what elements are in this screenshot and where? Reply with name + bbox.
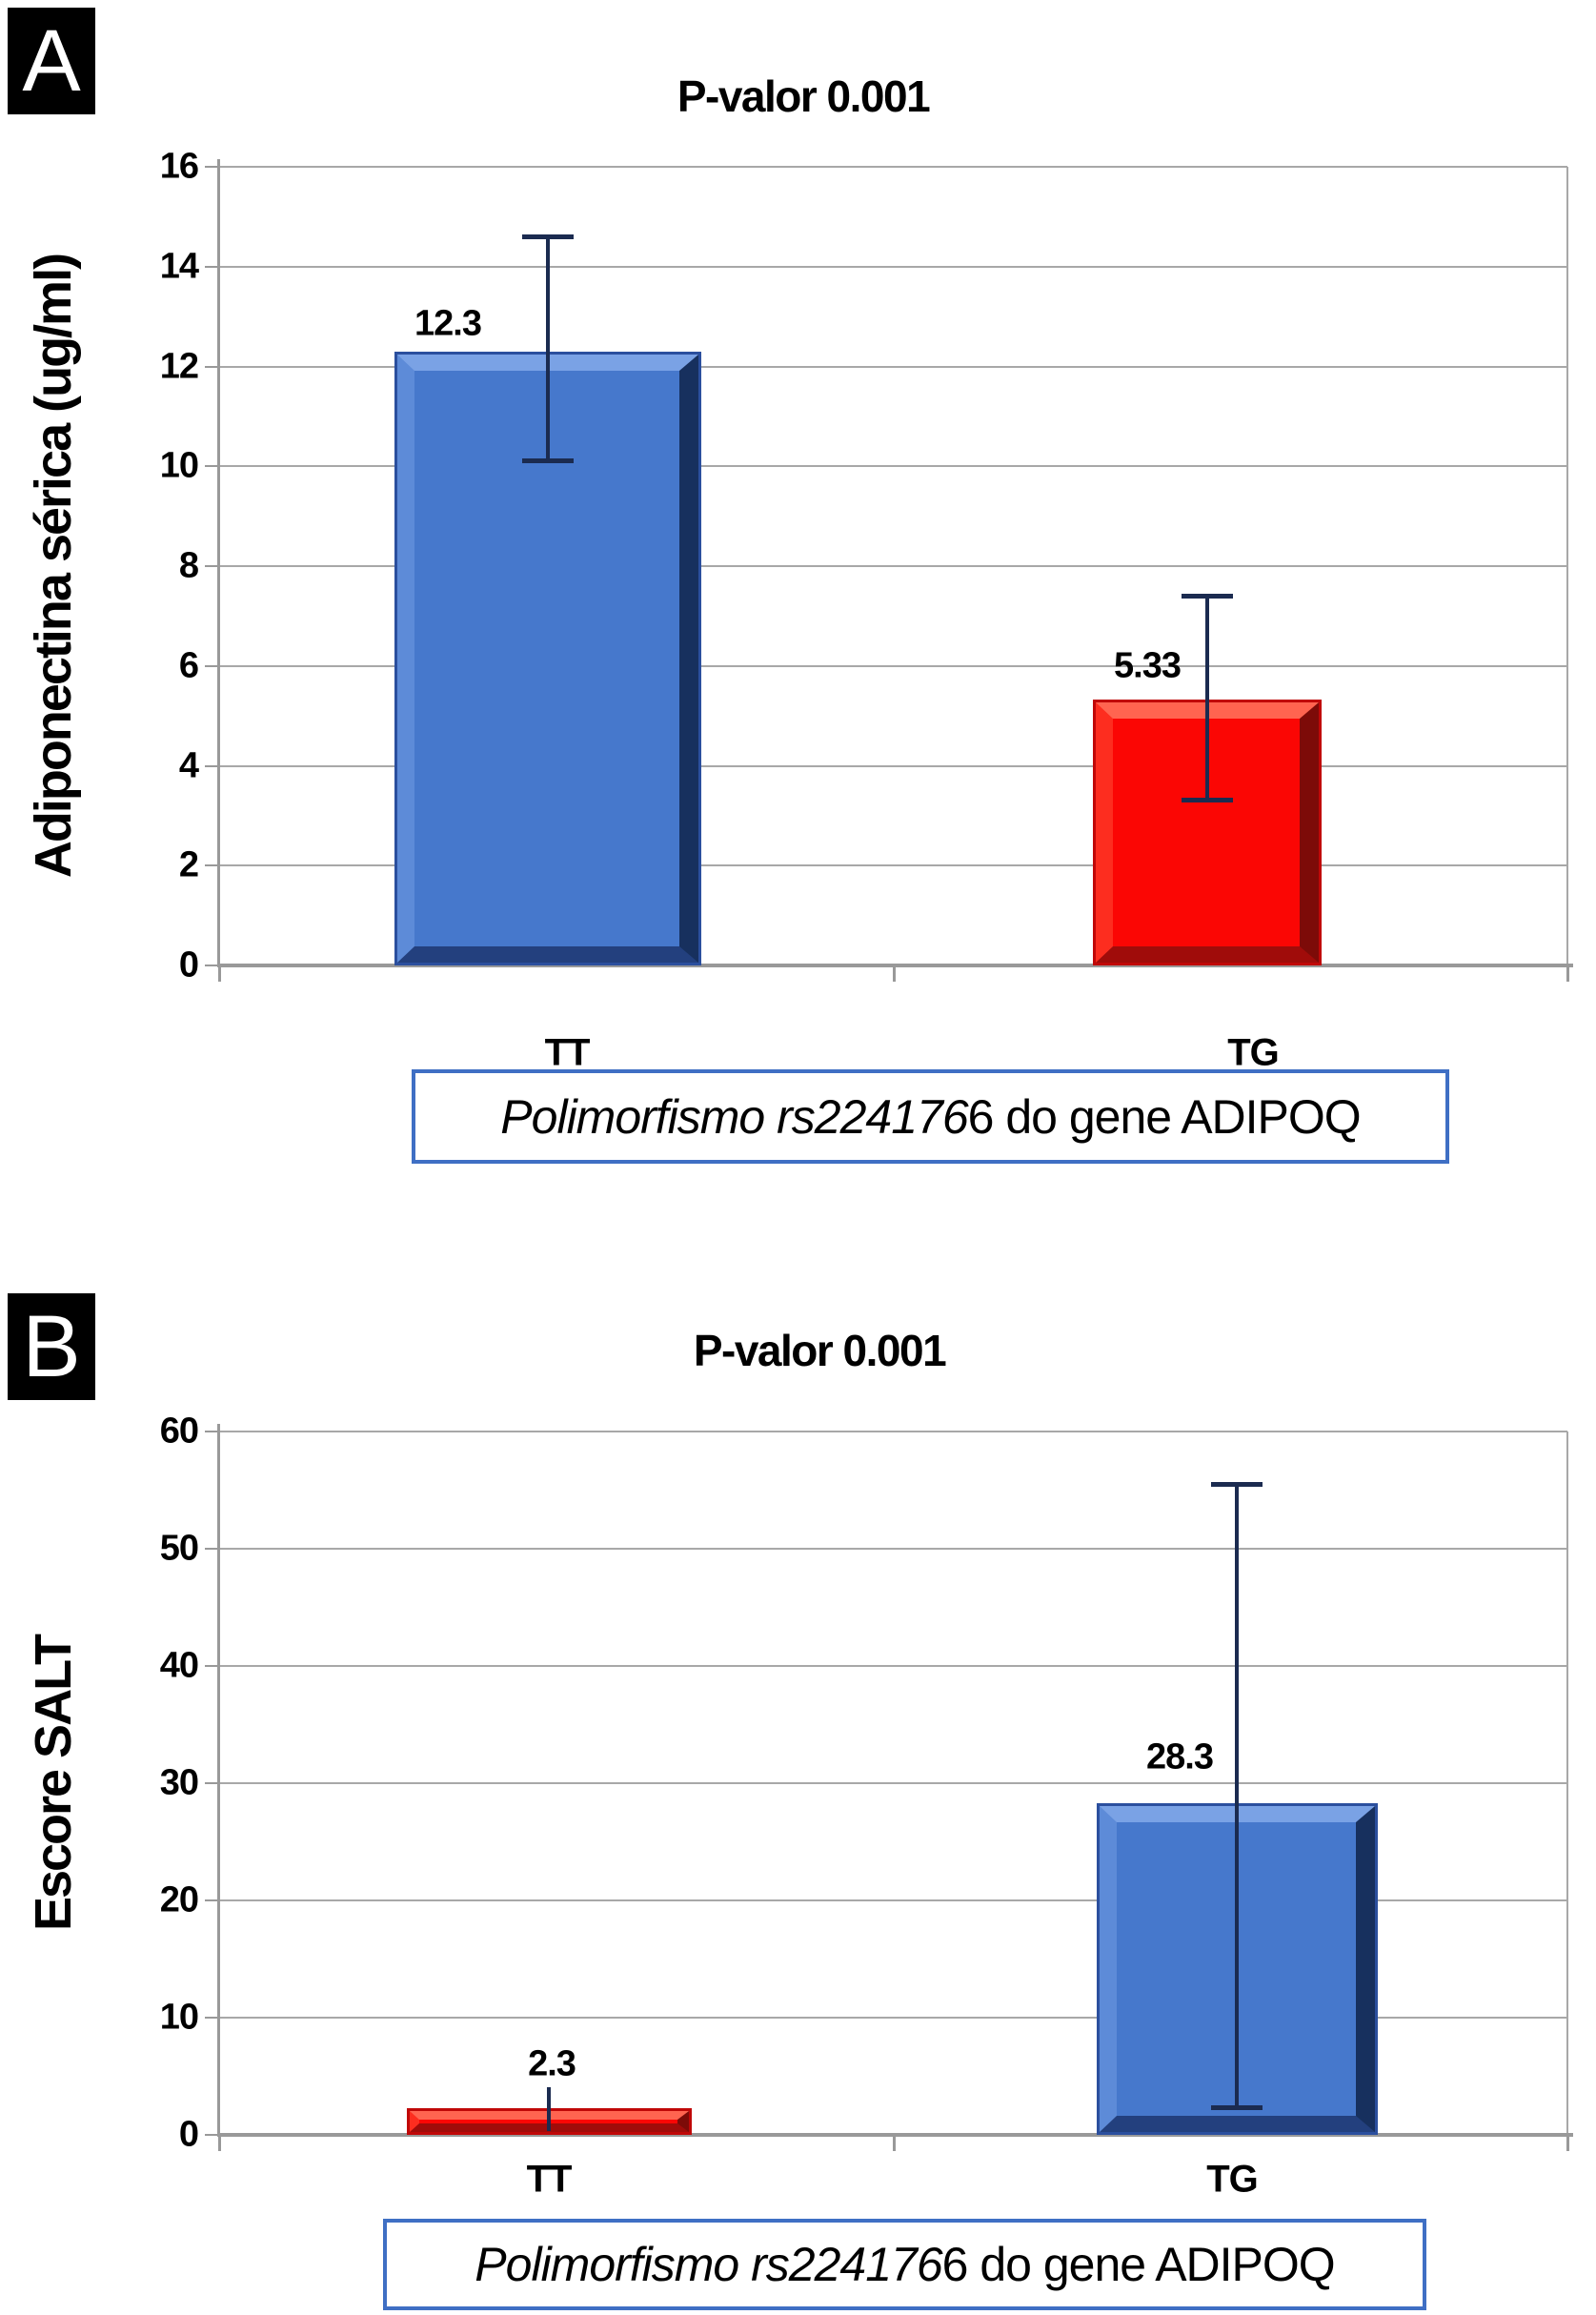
x-axis-tick	[218, 965, 221, 982]
y-tick-label: 6	[178, 645, 199, 686]
error-bar-cap-bottom	[1211, 2104, 1263, 2110]
y-tick-label: 12	[159, 346, 199, 386]
gridline	[219, 664, 1567, 667]
y-tick-label: 0	[178, 944, 199, 985]
y-axis-tick	[205, 2134, 217, 2136]
x-axis-box-label-b: Polimorfismo rs224176 6 do gene ADIPOQ	[383, 2219, 1426, 2310]
y-axis-line	[217, 159, 220, 967]
plot-area-b: 0 10 20 30 40 50 60 2.3 TT 28.3 TG	[160, 1411, 1573, 2201]
gridline	[219, 2017, 1567, 2019]
y-axis-tick	[205, 664, 217, 667]
y-tick-label: 20	[159, 1879, 199, 1920]
x-axis-line	[217, 964, 1573, 967]
x-axis-line	[217, 2133, 1573, 2137]
gridline	[219, 465, 1567, 468]
y-axis-line	[217, 1424, 220, 2137]
y-tick-label: 10	[159, 445, 199, 486]
plot-right-border	[1566, 167, 1568, 965]
gridline	[219, 1899, 1567, 1901]
error-bar-cap-bottom	[1182, 798, 1233, 803]
error-bar-TG	[1235, 1484, 1239, 2108]
y-tick-label: 0	[178, 2114, 199, 2155]
panel-a: A P-valor 0.001 Adiponectina sérica (ug/…	[8, 8, 1573, 1164]
panel-label-a: A	[8, 8, 95, 114]
bar-bevel	[1096, 701, 1319, 963]
y-axis-tick	[205, 365, 217, 368]
y-tick-label: 4	[178, 745, 199, 785]
error-bar-cap-top	[1211, 1482, 1263, 1488]
x-axis-tick	[892, 2135, 896, 2151]
y-axis-tick	[205, 465, 217, 468]
y-axis-tick	[205, 1431, 217, 1432]
gridline	[219, 1782, 1567, 1784]
gridline	[219, 565, 1567, 567]
x-axis-box-label-b-italic: Polimorfismo rs224176	[475, 2238, 942, 2291]
error-bar-cap-bottom	[522, 458, 574, 463]
y-axis-tick	[205, 1665, 217, 1667]
gridline	[219, 1431, 1567, 1432]
bar-TT	[394, 351, 701, 965]
value-label-TG: 28.3	[1146, 1736, 1214, 1777]
error-bar-cap-top	[522, 234, 574, 240]
error-bar-TT	[546, 236, 550, 461]
y-axis-tick	[205, 2017, 217, 2019]
error-bar-TG	[1205, 596, 1209, 802]
value-label-TT: 12.3	[414, 303, 482, 344]
y-tick-label: 2	[178, 844, 199, 885]
gridline	[219, 1665, 1567, 1667]
gridline	[219, 166, 1567, 168]
error-bar-cap-top	[1182, 594, 1233, 599]
y-axis-tick	[205, 565, 217, 567]
x-axis-box-label-b-regular: 6 do gene ADIPOQ	[941, 2238, 1336, 2291]
y-axis-label-a: Adiponectina sérica (ug/ml)	[25, 254, 82, 879]
chart-title-a: P-valor 0.001	[677, 71, 931, 121]
plot-right-border	[1566, 1432, 1568, 2135]
category-label-TG: TG	[1227, 1031, 1280, 1074]
category-label-TG: TG	[1206, 2158, 1259, 2201]
y-axis-label-b: Escore SALT	[25, 1635, 82, 1932]
x-axis-tick	[892, 965, 896, 982]
bar-bevel	[1100, 1805, 1375, 2132]
gridline	[219, 1548, 1567, 1550]
category-label-TT: TT	[526, 2158, 573, 2201]
gridline	[219, 864, 1567, 867]
panel-label-b: B	[8, 1293, 95, 1400]
y-tick-label: 16	[159, 146, 199, 187]
y-tick-label: 60	[159, 1411, 199, 1452]
x-axis-box-label-a: Polimorfismo rs224176 6 do gene ADIPOQ	[412, 1069, 1449, 1164]
x-axis-box-label-a-regular: 6 do gene ADIPOQ	[967, 1089, 1362, 1144]
category-label-TT: TT	[544, 1031, 591, 1074]
x-axis-tick	[1566, 965, 1569, 982]
plot-area-a: 0 2 4 6 8 10 12 14 16 12.3 TT 5.33 TG	[160, 147, 1573, 1074]
y-axis-tick	[205, 1782, 217, 1784]
bar-bevel	[397, 354, 698, 963]
y-axis-tick	[205, 764, 217, 767]
value-label-TG: 5.33	[1114, 645, 1182, 686]
y-axis-tick	[205, 864, 217, 867]
gridline	[219, 365, 1567, 368]
y-tick-label: 8	[178, 545, 199, 586]
panel-b: B P-valor 0.001 Escore SALT 0 10 20 30 40 50 6…	[0, 1229, 1596, 2315]
gridline	[219, 265, 1567, 268]
y-tick-label: 30	[159, 1762, 199, 1803]
x-axis-tick	[1566, 2135, 1569, 2151]
y-tick-label: 50	[159, 1528, 199, 1569]
x-axis-box-label-a-italic: Polimorfismo rs224176	[500, 1089, 968, 1144]
value-label-TT: 2.3	[528, 2043, 576, 2084]
y-axis-tick	[205, 166, 217, 168]
y-axis-tick	[205, 265, 217, 268]
y-axis-tick	[205, 1899, 217, 1901]
y-tick-label: 14	[159, 246, 199, 287]
y-tick-label: 40	[159, 1645, 199, 1686]
y-tick-label: 10	[159, 1997, 199, 2038]
y-axis-tick	[205, 1548, 217, 1550]
y-axis-tick	[205, 965, 217, 966]
error-bar-TT	[547, 2086, 551, 2132]
chart-title-b: P-valor 0.001	[693, 1326, 947, 1375]
gridline	[219, 764, 1567, 767]
x-axis-tick	[218, 2135, 221, 2151]
